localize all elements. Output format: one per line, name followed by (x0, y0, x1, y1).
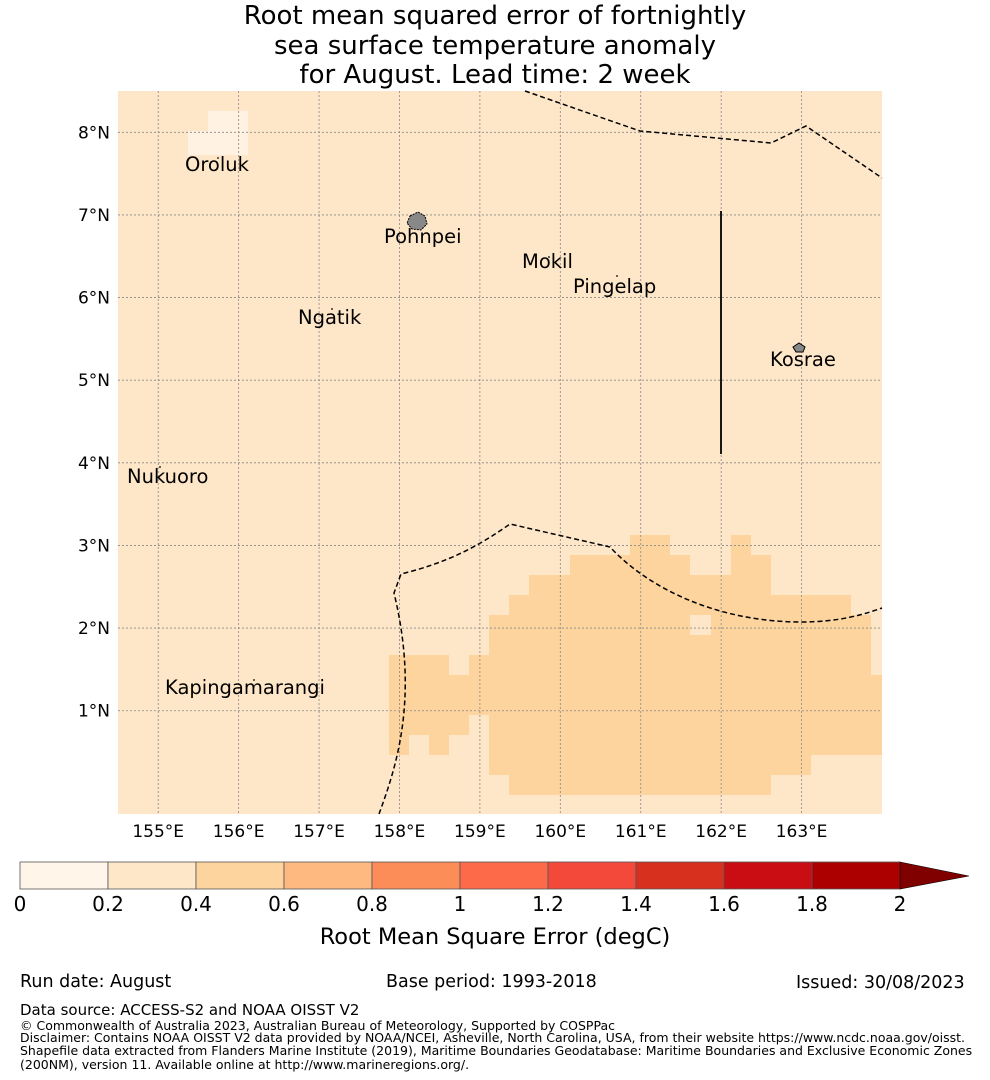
longitude-tick-labels: 155°E 156°E 157°E 158°E 159°E 160°E 161°E 162°E… (132, 822, 827, 842)
data-source: Data source: ACCESS-S2 and NOAA OISST V2 (20, 1001, 360, 1019)
colorbar-boxes (19, 861, 901, 890)
colorbar-swatch (459, 861, 549, 890)
colorbar-swatch (283, 861, 373, 890)
island-label-oroluk: Oroluk (185, 153, 250, 176)
island-label-pohnpei: Pohnpei (384, 225, 462, 248)
copyright: © Commonwealth of Australia 2023, Austra… (20, 1018, 615, 1033)
colorbar-tick: 0.6 (268, 892, 300, 916)
colorbar-tick-labels: 0 0.2 0.4 0.6 0.8 1 1.2 1.4 1.6 1.8 2 (14, 892, 907, 916)
colorbar-swatch (107, 861, 197, 890)
island-label-pingelap: Pingelap (573, 275, 656, 298)
colorbar-swatch (371, 861, 461, 890)
medium-error-region (389, 535, 882, 795)
colorbar-tick: 0 (14, 892, 27, 916)
pohnpei-island-shape (406, 211, 428, 231)
colorbar-swatch (723, 861, 813, 890)
colorbar-label: Root Mean Square Error (degC) (320, 924, 671, 950)
island-label-kosrae: Kosrae (770, 348, 836, 371)
colorbar: 0 0.2 0.4 0.6 0.8 1 1.2 1.4 1.6 1.8 2 Root Mean Sq… (14, 861, 970, 950)
colorbar-swatch (195, 861, 285, 890)
eez-boundaries (378, 90, 883, 815)
island-label-kapingamarangi: Kapingamarangi (165, 676, 325, 699)
lat-tick-label: 7°N (78, 206, 110, 226)
lon-tick-label: 159°E (454, 822, 506, 842)
eez-boundary-south (378, 523, 883, 815)
eez-boundary-north (524, 90, 883, 179)
lon-tick-label: 160°E (534, 822, 586, 842)
colorbar-tick: 0.2 (92, 892, 124, 916)
colorbar-tick: 0.4 (180, 892, 212, 916)
island-label-mokil: Mokil (522, 250, 573, 273)
kosrae-island-shape (792, 342, 806, 353)
low-error-patch (188, 111, 248, 155)
lon-tick-label: 156°E (213, 822, 265, 842)
colorbar-tick: 0.8 (356, 892, 388, 916)
run-date: Run date: August (20, 972, 172, 992)
map-panel: Oroluk Pohnpei Mokil Pingelap Ngatik Kos… (78, 90, 883, 842)
colorbar-tick: 1 (454, 892, 467, 916)
base-period: Base period: 1993-2018 (386, 972, 597, 992)
lat-tick-label: 5°N (78, 371, 110, 391)
title-line-1: Root mean squared error of fortnightly (243, 1, 747, 31)
lon-tick-label: 158°E (374, 822, 426, 842)
lat-tick-label: 1°N (78, 702, 110, 722)
lon-tick-label: 157°E (293, 822, 345, 842)
colorbar-swatch (811, 861, 901, 890)
disclaimer-line-3: (200NM), version 11. Available online at… (20, 1057, 470, 1072)
lat-tick-label: 4°N (78, 454, 110, 474)
colorbar-tick: 1.2 (532, 892, 564, 916)
colorbar-extend-arrow (899, 861, 970, 890)
lon-tick-label: 163°E (776, 822, 828, 842)
colorbar-swatch (547, 861, 637, 890)
lon-tick-label: 155°E (132, 822, 184, 842)
lon-tick-label: 161°E (615, 822, 667, 842)
disclaimer-line-2: Shapefile data extracted from Flanders M… (20, 1043, 973, 1058)
island-label-nukuoro: Nukuoro (127, 465, 208, 488)
colorbar-tick: 1.8 (796, 892, 828, 916)
title-line-3: for August. Lead time: 2 week (299, 60, 691, 90)
title-line-2: sea surface temperature anomaly (274, 30, 716, 61)
colorbar-swatch (635, 861, 725, 890)
lat-tick-label: 8°N (78, 123, 110, 143)
lon-tick-label: 162°E (695, 822, 747, 842)
island-label-ngatik: Ngatik (298, 306, 362, 329)
lat-tick-label: 3°N (78, 536, 110, 556)
issued-date: Issued: 30/08/2023 (796, 973, 965, 993)
atoll-dots (159, 157, 618, 681)
colorbar-swatch (19, 861, 109, 890)
lat-tick-label: 2°N (78, 619, 110, 639)
colorbar-tick: 1.4 (620, 892, 652, 916)
disclaimer-line-1: Disclaimer: Contains NOAA OISST V2 data … (20, 1030, 965, 1045)
lat-tick-label: 6°N (78, 289, 110, 309)
colorbar-tick: 1.6 (708, 892, 740, 916)
latitude-tick-labels: 1°N 2°N 3°N 4°N 5°N 6°N 7°N 8°N (78, 123, 110, 721)
map-title: Root mean squared error of fortnightly s… (0, 1, 990, 91)
low-error-hole (690, 615, 711, 635)
colorbar-tick: 2 (894, 892, 907, 916)
